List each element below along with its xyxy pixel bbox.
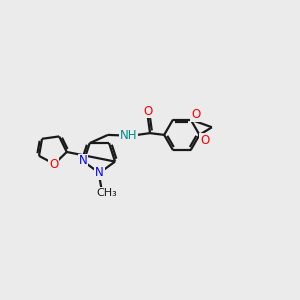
- Text: N: N: [95, 166, 104, 179]
- Text: CH₃: CH₃: [97, 188, 117, 198]
- Text: N: N: [79, 154, 88, 167]
- Text: O: O: [49, 158, 58, 171]
- Text: NH: NH: [119, 129, 137, 142]
- Text: O: O: [143, 104, 152, 118]
- Text: O: O: [191, 108, 201, 121]
- Text: O: O: [200, 134, 209, 147]
